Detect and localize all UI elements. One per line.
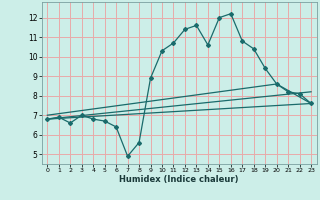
X-axis label: Humidex (Indice chaleur): Humidex (Indice chaleur)	[119, 175, 239, 184]
